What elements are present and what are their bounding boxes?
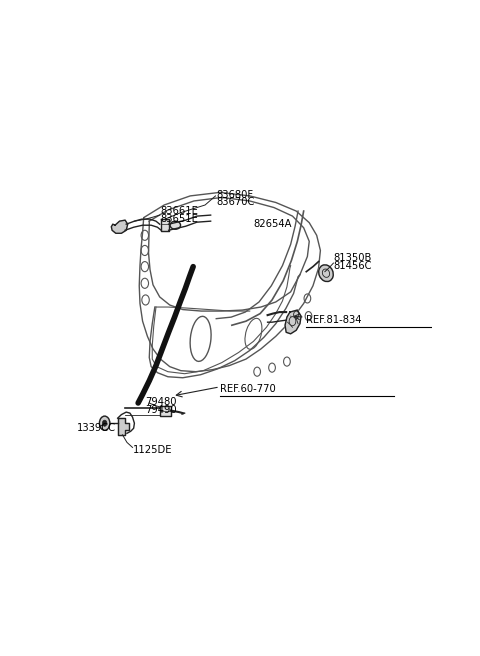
Text: 83661E: 83661E: [160, 206, 198, 216]
Circle shape: [99, 416, 110, 430]
Ellipse shape: [170, 221, 180, 229]
Text: 82654A: 82654A: [253, 218, 292, 229]
Text: 83651E: 83651E: [160, 214, 198, 224]
Text: 83680F: 83680F: [216, 190, 253, 200]
Text: 1339CC: 1339CC: [77, 423, 116, 433]
Text: 81456C: 81456C: [334, 260, 372, 271]
Polygon shape: [160, 406, 171, 416]
Text: 79490: 79490: [145, 405, 177, 415]
Text: REF.81-834: REF.81-834: [305, 315, 361, 325]
Polygon shape: [111, 220, 128, 234]
Polygon shape: [161, 219, 168, 232]
Text: 79480: 79480: [145, 397, 176, 407]
Text: REF.60-770: REF.60-770: [220, 384, 276, 394]
Text: 1125DE: 1125DE: [132, 445, 172, 455]
Text: 83670C: 83670C: [216, 197, 254, 207]
Circle shape: [102, 420, 107, 426]
Text: 81350B: 81350B: [334, 253, 372, 263]
Ellipse shape: [319, 265, 333, 281]
Circle shape: [289, 317, 296, 326]
Polygon shape: [118, 418, 129, 435]
Polygon shape: [285, 310, 301, 334]
